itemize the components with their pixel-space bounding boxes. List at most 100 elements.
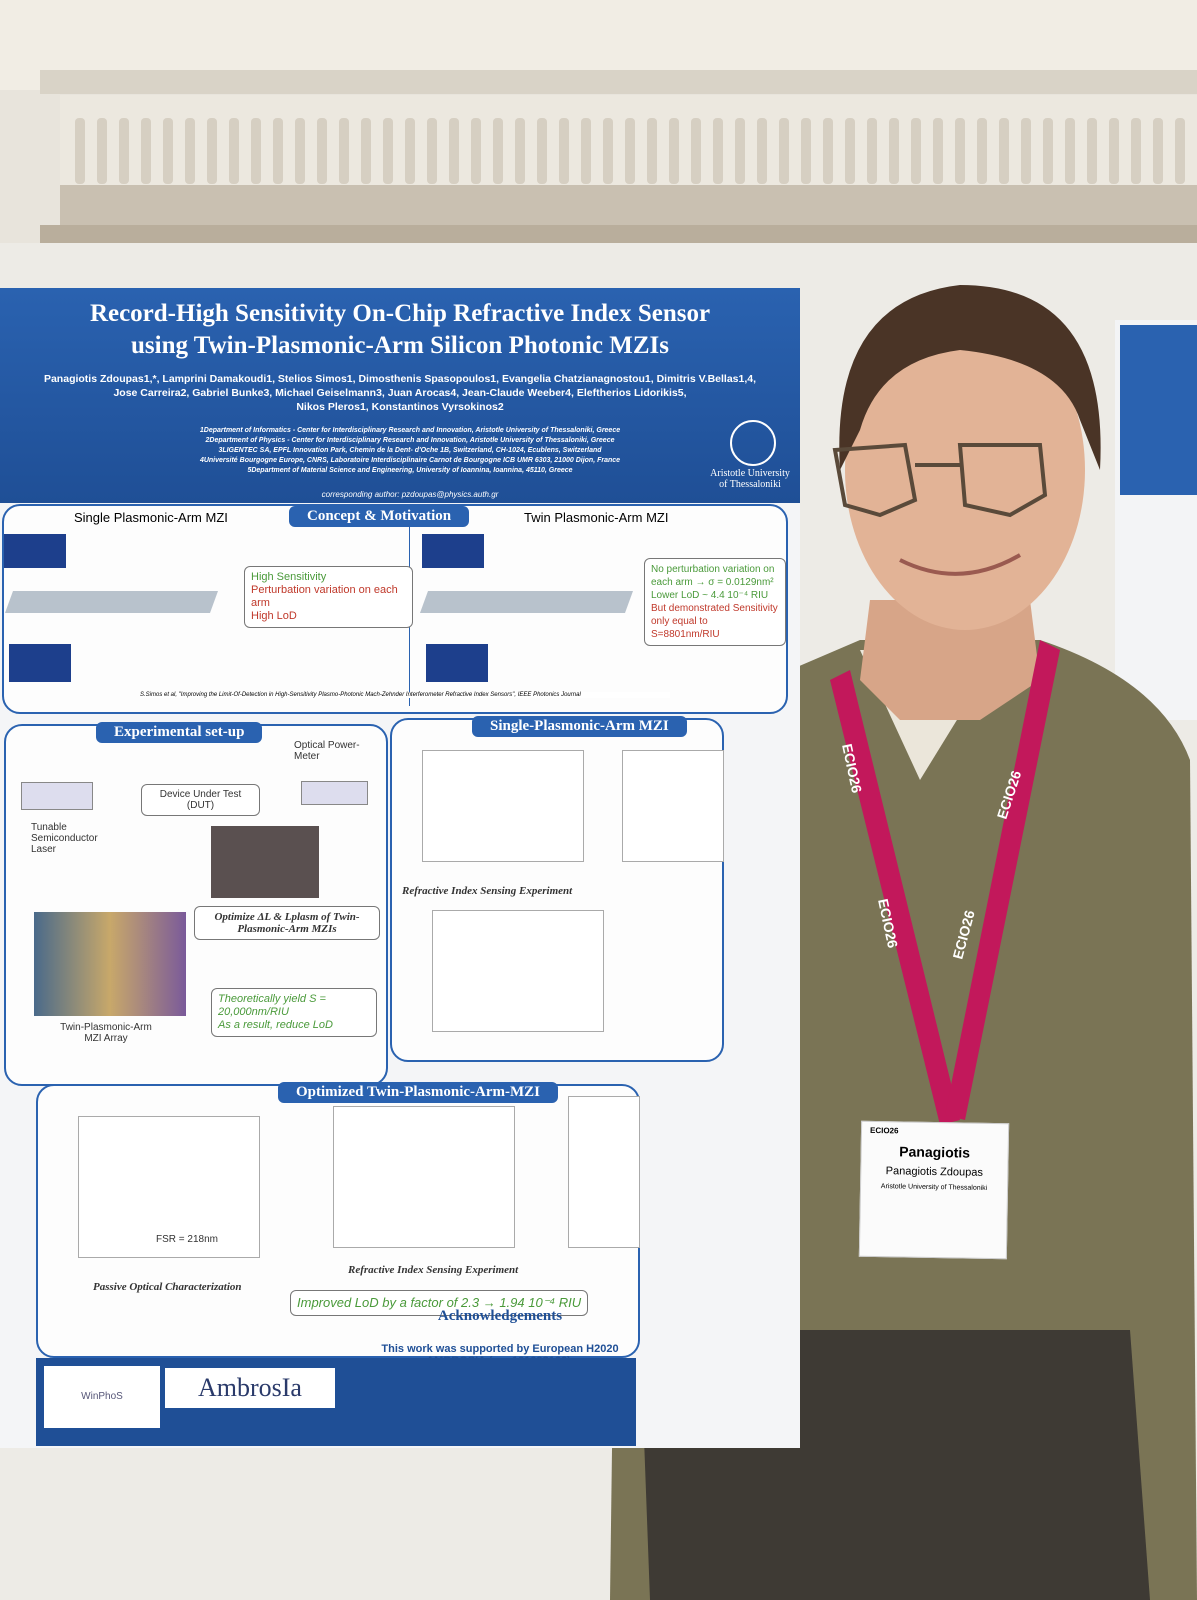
name-badge: ECIO26 Panagiotis Panagiotis Zdoupas Ari… <box>858 1120 1010 1260</box>
plot <box>568 1096 640 1248</box>
baluster <box>911 118 921 184</box>
ack-line: This work was supported by European H202… <box>381 1343 619 1355</box>
chip <box>419 591 634 613</box>
baluster <box>691 118 701 184</box>
baluster <box>339 118 349 184</box>
mode-image <box>9 644 71 682</box>
caption: Refractive Index Sensing Experiment <box>402 885 573 897</box>
author-line: Nikos Pleros1, Konstantinos Vyrsokinos2 <box>296 401 504 413</box>
mode-image <box>426 644 488 682</box>
seal <box>730 420 776 466</box>
section-header: Experimental set-up <box>96 722 263 743</box>
dut-photo <box>211 826 319 898</box>
plot <box>422 750 584 862</box>
badge-event: ECIO26 <box>869 1125 899 1136</box>
baluster <box>735 118 745 184</box>
affiliations: 1Department of Informatics - Center for … <box>130 426 690 476</box>
plot <box>432 910 604 1032</box>
baluster <box>867 118 877 184</box>
single-box: Single-Plasmonic-Arm MZI Refractive Inde… <box>390 716 724 1062</box>
poster-header: Record-High Sensitivity On-Chip Refracti… <box>0 288 800 503</box>
array-photo <box>34 912 186 1016</box>
acknowledgements: Acknowledgements This work was supported… <box>360 1308 640 1367</box>
optimized-box: Optimized Twin-Plasmonic-Arm-MZI FSR = 2… <box>36 1082 640 1358</box>
baluster <box>1087 118 1097 184</box>
baluster <box>1065 118 1075 184</box>
baluster <box>97 118 107 184</box>
mode-image <box>422 534 484 568</box>
bullet-box: No perturbation variation on each arm → … <box>644 558 786 646</box>
reference: S.Simos et al, "Improving the Limit-Of-D… <box>140 692 670 698</box>
baluster <box>383 118 393 184</box>
baluster <box>999 118 1009 184</box>
baluster <box>933 118 943 184</box>
baluster <box>955 118 965 184</box>
institution: Aristotle University of Thessaloniki <box>700 468 800 490</box>
bullet: But demonstrated Sensitivity only equal … <box>651 603 778 640</box>
label: FSR = 218nm <box>156 1234 218 1245</box>
bullet-box: Theoretically yield S = 20,000nm/RIU As … <box>211 988 377 1037</box>
meter-image <box>301 781 368 805</box>
bullet: No perturbation variation on each arm → … <box>651 564 775 588</box>
baluster <box>1131 118 1141 184</box>
baluster <box>559 118 569 184</box>
panel-title: Twin Plasmonic-Arm MZI <box>524 510 669 525</box>
baluster <box>823 118 833 184</box>
baluster <box>1109 118 1119 184</box>
badge-first-name: Panagiotis <box>899 1143 971 1161</box>
bullet: As a result, reduce LoD <box>218 1019 333 1031</box>
setup-box: Experimental set-up Optical Power-Meter … <box>4 722 388 1086</box>
baluster <box>361 118 371 184</box>
poster-title: Record-High Sensitivity On-Chip Refracti… <box>0 298 800 362</box>
baluster <box>603 118 613 184</box>
result: Improved LoD by a factor of 2.3 → 1.94 1… <box>290 1290 589 1316</box>
logo: WinPhoS <box>44 1366 160 1428</box>
affiliation: 1Department of Informatics - Center for … <box>199 427 621 434</box>
balusters <box>75 118 1185 184</box>
plot <box>622 750 724 862</box>
baluster <box>119 118 129 184</box>
plot <box>333 1106 515 1248</box>
baluster <box>185 118 195 184</box>
baluster <box>229 118 239 184</box>
baluster <box>845 118 855 184</box>
label: Device Under Test (DUT) <box>141 784 260 816</box>
institution-line: Aristotle University <box>710 468 790 479</box>
bullet: High Sensitivity <box>251 571 327 583</box>
baluster <box>647 118 657 184</box>
side-poster-header <box>1120 325 1197 495</box>
baluster <box>427 118 437 184</box>
section-header: Single-Plasmonic-Arm MZI <box>472 716 687 737</box>
title-line: using Twin-Plasmonic-Arm Silicon Photoni… <box>130 332 669 359</box>
baluster <box>889 118 899 184</box>
baluster <box>163 118 173 184</box>
baluster <box>471 118 481 184</box>
bullet: Lower LoD ~ 4.4 10⁻⁴ RIU <box>651 590 769 601</box>
baluster <box>515 118 525 184</box>
rail <box>40 70 1197 94</box>
baluster <box>625 118 635 184</box>
concept-box: Concept & Motivation Single Plasmonic-Ar… <box>2 504 788 714</box>
logo: AmbrosIa <box>165 1368 335 1408</box>
affiliation: 4Université Bourgogne Europe, CNRS, Labo… <box>199 457 621 464</box>
section-header: Optimized Twin-Plasmonic-Arm-MZI <box>278 1082 559 1103</box>
chip <box>4 591 219 613</box>
baluster <box>757 118 767 184</box>
label: Optimize ΔL & Lplasm of Twin-Plasmonic-A… <box>194 906 380 940</box>
baluster <box>581 118 591 184</box>
corresponding: corresponding author: pzdoupas@physics.a… <box>321 490 499 499</box>
baluster <box>537 118 547 184</box>
label: Twin-Plasmonic-Arm MZI Array <box>60 1022 152 1044</box>
baluster <box>295 118 305 184</box>
panel-title: Single Plasmonic-Arm MZI <box>74 510 228 525</box>
label: Optical Power-Meter <box>294 740 360 762</box>
baluster <box>207 118 217 184</box>
baluster <box>141 118 151 184</box>
caption: Refractive Index Sensing Experiment <box>348 1264 519 1276</box>
author-line: Panagiotis Zdoupas1,*, Lamprini Damakoud… <box>43 373 757 385</box>
section-header: Concept & Motivation <box>289 506 470 527</box>
baluster <box>1021 118 1031 184</box>
ack-header: Acknowledgements <box>437 1308 563 1324</box>
authors: Panagiotis Zdoupas1,*, Lamprini Damakoud… <box>10 372 790 414</box>
